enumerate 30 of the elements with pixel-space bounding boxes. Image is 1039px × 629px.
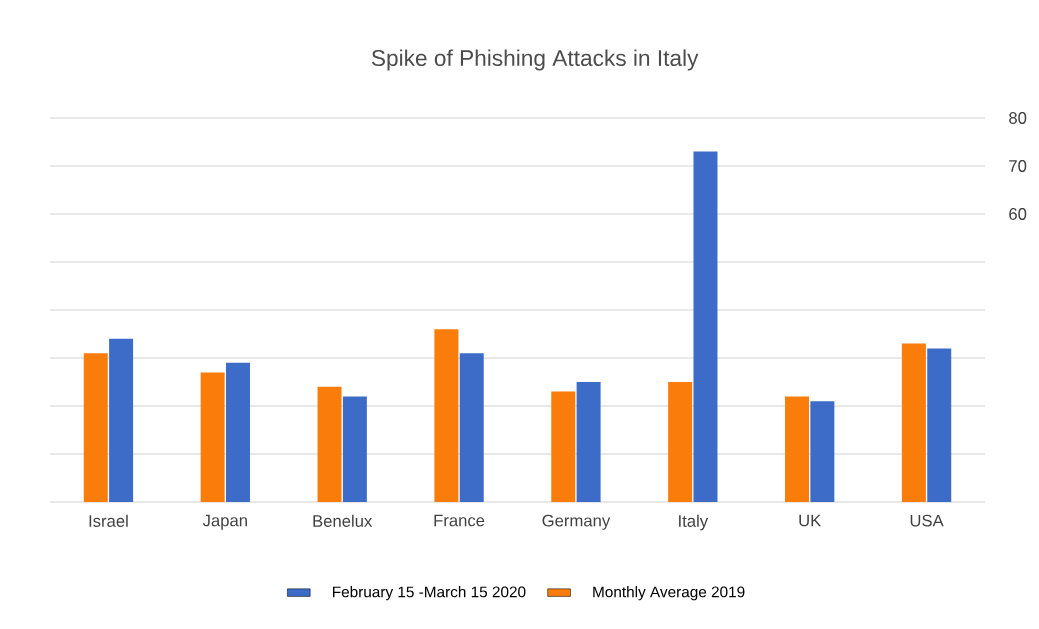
y-tick-label: 60 (1009, 208, 1027, 220)
chart-title: Spike of Phishing Attacks in Italy (371, 49, 699, 71)
bar (459, 353, 484, 502)
x-tick-label: France (434, 514, 485, 527)
bar (785, 396, 810, 502)
legend-label: Monthly Average 2019 (593, 586, 745, 601)
y-tick-label: 70 (1009, 160, 1027, 172)
bar (576, 382, 601, 502)
legend-label: February 15 -March 15 2020 (333, 586, 526, 601)
bar (342, 396, 367, 502)
x-tick-label: Germany (542, 514, 611, 530)
bar (901, 343, 926, 502)
bar (200, 372, 225, 502)
bar (434, 329, 459, 502)
x-tick-label: Japan (202, 514, 247, 530)
bar (83, 353, 108, 502)
x-tick-label: Israel (89, 514, 128, 527)
bar (668, 382, 693, 502)
x-tick-label: Benelux (313, 514, 373, 527)
bar (109, 338, 134, 502)
bar (225, 362, 250, 502)
x-tick-label: UK (799, 514, 822, 527)
bar (551, 391, 576, 502)
x-tick-label: USA (910, 514, 944, 527)
y-tick-label: 80 (1009, 112, 1027, 124)
x-tick-label: Italy (679, 514, 709, 531)
bar (693, 151, 718, 502)
bar (810, 401, 835, 502)
bar (927, 348, 952, 502)
bar (317, 386, 342, 502)
